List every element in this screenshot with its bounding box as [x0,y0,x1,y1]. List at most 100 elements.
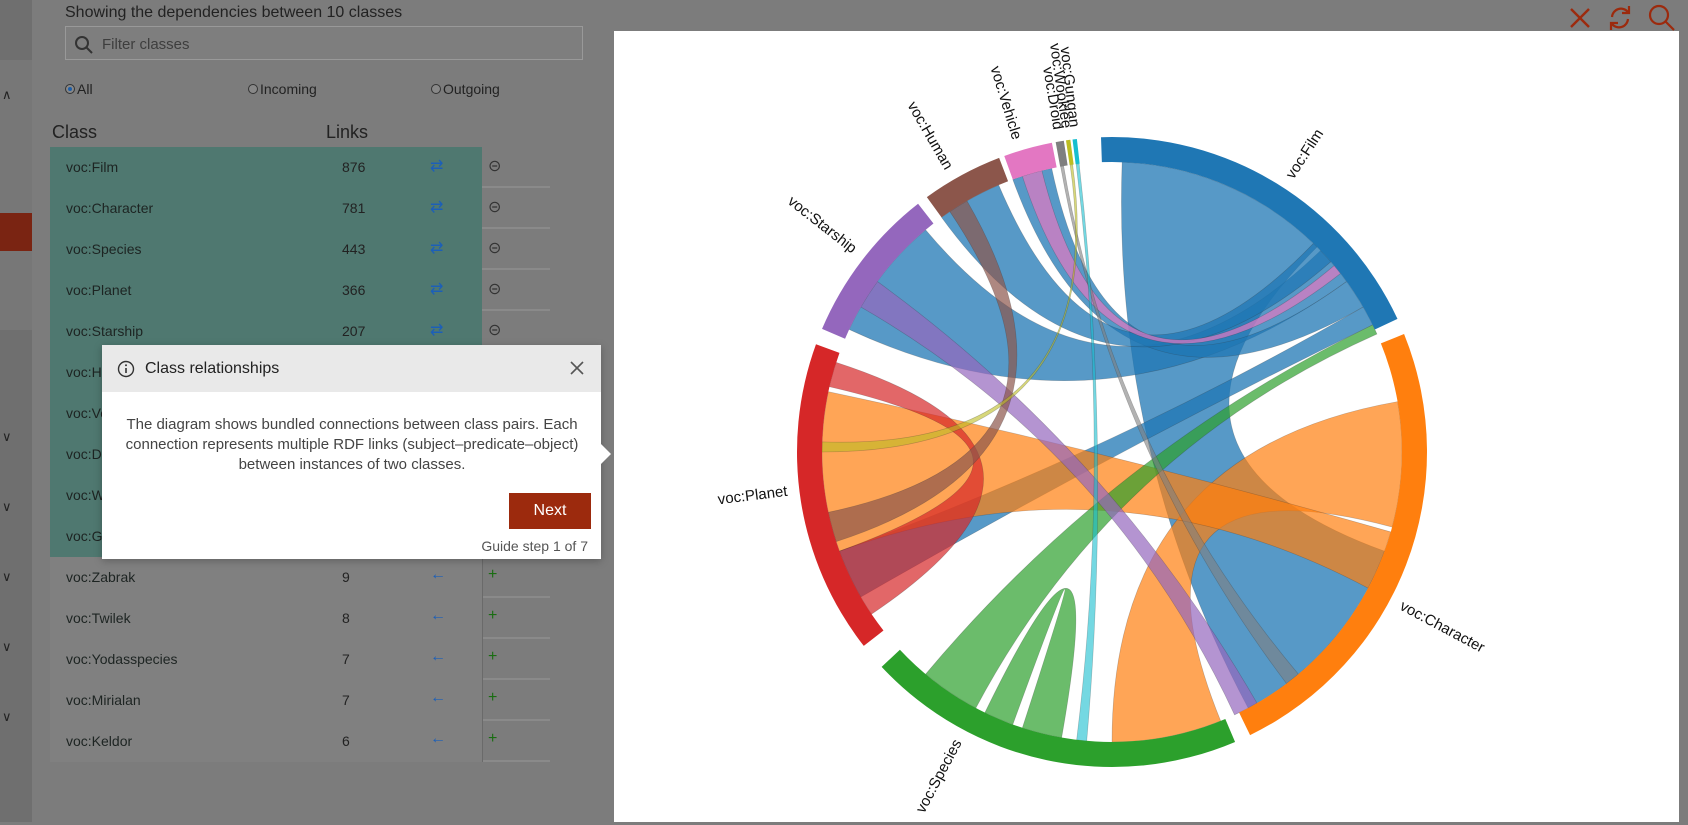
row-cell[interactable] [50,270,482,311]
link-count: 781 [342,200,366,216]
row-cell[interactable] [50,557,482,598]
add-icon[interactable]: + [488,730,498,747]
table-row[interactable]: voc:Film 876 ⇄ ⊝ [50,147,550,188]
chord-group-arc[interactable] [1065,139,1074,166]
chevron-down-icon[interactable]: ∨ [2,499,12,514]
add-icon[interactable]: + [488,648,498,665]
radio-incoming-label: Incoming [260,81,317,97]
column-header-links[interactable]: Links [326,122,369,142]
refresh-icon[interactable] [1604,2,1636,34]
table-row[interactable]: voc:Twilek 8 ← + [50,598,550,639]
chord-group-arc[interactable] [822,203,934,339]
remove-icon[interactable]: ⊝ [488,322,502,339]
direction-icon[interactable]: ⇄ [430,322,444,339]
chord-ribbon[interactable] [829,362,984,615]
direction-icon[interactable]: ← [430,607,446,624]
radio-all[interactable]: All [65,81,93,97]
table-row[interactable]: voc:Zabrak 9 ← + [50,557,550,598]
add-icon[interactable]: + [488,689,498,706]
class-name: voc:Film [66,159,119,175]
class-name: voc:Starship [66,323,144,339]
direction-icon[interactable]: ⇄ [430,158,444,175]
class-name: voc:Twilek [66,610,131,626]
chord-group-arc[interactable] [1072,138,1080,165]
chord-group-arc[interactable] [1101,137,1398,330]
chevron-down-icon[interactable]: ∨ [2,569,12,584]
filter-input[interactable] [100,31,574,57]
row-cell[interactable] [50,229,482,270]
radio-outgoing[interactable]: Outgoing [431,81,500,97]
table-row[interactable]: voc:Planet 366 ⇄ ⊝ [50,270,550,311]
chevron-up-icon[interactable]: ∧ [2,87,12,102]
class-name: voc:Character [66,200,154,216]
direction-icon[interactable]: ← [430,648,446,665]
chord-group-arc[interactable] [797,344,884,646]
chevron-down-icon[interactable]: ∨ [2,429,12,444]
chord-group-arc[interactable] [1004,142,1057,180]
row-divider [482,598,483,639]
guide-popup-pointer [601,444,611,464]
class-name: voc:Species [66,241,142,257]
row-cell[interactable] [50,639,482,680]
add-icon[interactable]: + [488,566,498,583]
direction-icon[interactable]: ⇄ [430,240,444,257]
direction-icon[interactable]: ← [430,689,446,706]
dependency-summary: Showing the dependencies between 10 clas… [65,4,403,21]
close-icon[interactable] [1564,2,1596,34]
table-row[interactable]: voc:Keldor 6 ← + [50,721,550,762]
direction-icon[interactable]: ← [430,730,446,747]
link-count: 9 [342,569,350,585]
row-cell[interactable] [50,188,482,229]
remove-icon[interactable]: ⊝ [488,281,502,298]
chord-group-arc[interactable] [926,157,1009,218]
chord-group-label: voc:Species [913,736,966,815]
chord-group-arc[interactable] [1239,333,1427,736]
chord-ribbon[interactable] [925,324,1378,709]
chord-group-arc[interactable] [1055,140,1068,167]
radio-outgoing-indicator[interactable] [431,84,441,94]
remove-icon[interactable]: ⊝ [488,199,502,216]
direction-icon[interactable]: ⇄ [430,281,444,298]
chevron-down-icon[interactable]: ∨ [2,709,12,724]
side-nav-active-item[interactable] [0,213,32,251]
chord-group-label: voc:Vehicle [987,64,1025,142]
chord-ribbon[interactable] [860,281,1258,716]
chord-group-arc[interactable] [881,649,1236,767]
chevron-down-icon[interactable]: ∨ [2,639,12,654]
table-row[interactable]: voc:Species 443 ⇄ ⊝ [50,229,550,270]
filter-box[interactable] [65,26,583,60]
chord-ribbon[interactable] [1075,163,1099,742]
radio-all-label: All [77,81,93,97]
table-row[interactable]: voc:Yodasspecies 7 ← + [50,639,550,680]
radio-incoming-indicator[interactable] [248,84,258,94]
radio-all-indicator[interactable] [65,84,75,94]
table-row[interactable]: voc:Mirialan 7 ← + [50,680,550,721]
row-cell[interactable] [50,721,482,762]
table-row[interactable]: voc:Character 781 ⇄ ⊝ [50,188,550,229]
row-cell[interactable] [50,598,482,639]
chord-group-label: voc:Planet [717,483,789,509]
chord-ribbon[interactable] [1022,170,1341,344]
radio-incoming[interactable]: Incoming [248,81,317,97]
add-icon[interactable]: + [488,607,498,624]
close-icon[interactable] [568,359,586,377]
chord-ribbon[interactable] [827,200,1018,542]
remove-icon[interactable]: ⊝ [488,158,502,175]
column-header-class[interactable]: Class [52,122,98,142]
row-cell[interactable] [50,147,482,188]
link-count: 7 [342,651,350,667]
chord-diagram-panel: voc:Film voc:Character voc:Species voc:Plan… [614,31,1679,822]
row-cell[interactable] [50,680,482,721]
zoom-icon[interactable] [1646,2,1678,34]
direction-icon[interactable]: ← [430,566,446,583]
chord-group-label: voc:Human [904,99,957,173]
chord-diagram[interactable]: voc:Film voc:Character voc:Species voc:Plan… [614,31,1679,822]
guide-step-indicator: Guide step 1 of 7 [481,538,588,554]
link-count: 443 [342,241,366,257]
guide-popup-header: Class relationships [102,345,601,392]
link-count: 8 [342,610,350,626]
next-button[interactable]: Next [509,493,591,529]
link-count: 366 [342,282,366,298]
direction-icon[interactable]: ⇄ [430,199,444,216]
remove-icon[interactable]: ⊝ [488,240,502,257]
